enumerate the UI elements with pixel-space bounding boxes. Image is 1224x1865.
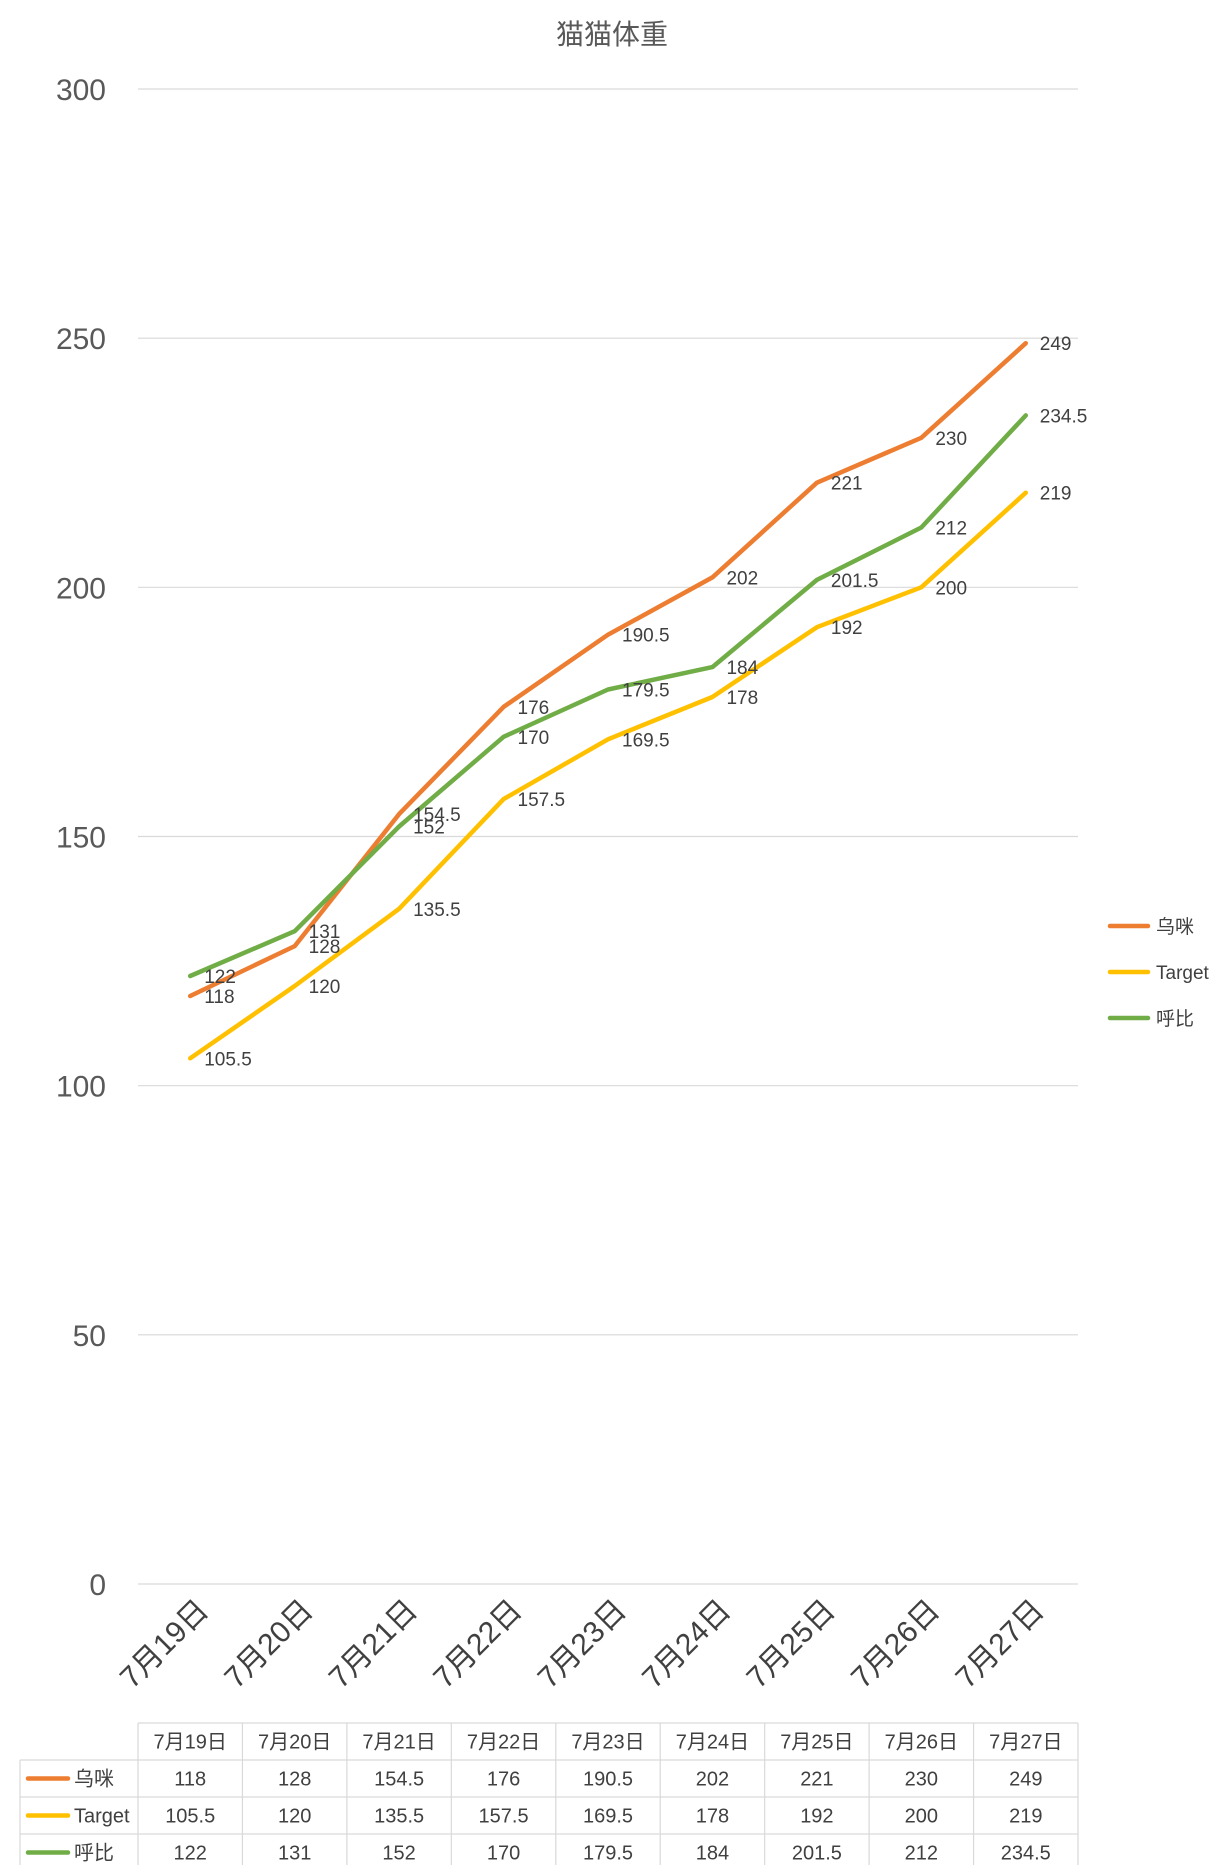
table-cell: 200 xyxy=(905,1806,938,1828)
data-label: 157.5 xyxy=(518,790,566,811)
table-cell: 184 xyxy=(696,1843,729,1865)
table-cell: 202 xyxy=(696,1769,729,1791)
data-label: 221 xyxy=(831,474,863,495)
data-label: 200 xyxy=(935,578,967,599)
data-label: 219 xyxy=(1040,484,1072,505)
table-cell: 105.5 xyxy=(165,1806,215,1828)
table-header-cell: 7月27日 xyxy=(989,1732,1062,1754)
table-cell: 192 xyxy=(800,1806,833,1828)
table-cell: 179.5 xyxy=(583,1843,633,1865)
data-label: 118 xyxy=(204,987,234,1008)
table-cell: 169.5 xyxy=(583,1806,633,1828)
x-tick-label: 7月22日 xyxy=(427,1594,528,1695)
table-cell: 157.5 xyxy=(479,1806,529,1828)
data-label: 154.5 xyxy=(413,805,461,826)
y-tick-label: 0 xyxy=(89,1569,106,1602)
data-label: 192 xyxy=(831,618,863,639)
table-cell: 201.5 xyxy=(792,1843,842,1865)
gridlines xyxy=(138,88,1078,1585)
x-tick-label: 7月19日 xyxy=(114,1594,215,1695)
x-tick-label: 7月23日 xyxy=(532,1594,633,1695)
data-label: 202 xyxy=(726,568,758,589)
legend-label: 呼比 xyxy=(1156,1008,1194,1030)
x-tick-label: 7月21日 xyxy=(323,1594,424,1695)
chart-title: 猫猫体重 xyxy=(556,19,668,50)
y-tick-label: 100 xyxy=(56,1071,106,1104)
table-header-cell: 7月26日 xyxy=(885,1732,958,1754)
table-series-name: 呼比 xyxy=(74,1842,114,1865)
y-axis-tick-labels: 0 50 100 150 200 250 300 xyxy=(56,74,106,1602)
x-tick-label: 7月25日 xyxy=(741,1594,842,1695)
table-header-cell: 7月21日 xyxy=(362,1732,435,1754)
x-tick-label: 7月20日 xyxy=(218,1594,319,1695)
y-tick-label: 50 xyxy=(73,1320,106,1353)
table-header-cell: 7月25日 xyxy=(780,1732,853,1754)
table-cell: 219 xyxy=(1009,1806,1042,1828)
data-label: 169.5 xyxy=(622,730,670,751)
table-cell: 176 xyxy=(487,1769,520,1791)
legend: 乌咪 Target 呼比 xyxy=(1107,916,1210,1030)
table-cell: 131 xyxy=(278,1843,311,1865)
table-cell: 234.5 xyxy=(1001,1843,1051,1865)
data-table: 7月19日 7月20日 7月21日 7月22日 7月23日 7月24日 7月25日 7月26日… xyxy=(19,1722,1079,1865)
table-series-name: Target xyxy=(74,1806,130,1828)
table-cell: 154.5 xyxy=(374,1769,424,1791)
table-series-name: 乌咪 xyxy=(74,1768,114,1791)
series-line xyxy=(187,490,1029,1061)
data-label: 135.5 xyxy=(413,900,461,921)
table-cell: 120 xyxy=(278,1806,311,1828)
table-cell: 230 xyxy=(905,1769,938,1791)
series-lines xyxy=(187,340,1029,1061)
data-label: 190.5 xyxy=(622,626,670,647)
table-cell: 178 xyxy=(696,1806,729,1828)
table-cell: 152 xyxy=(382,1843,415,1865)
y-tick-label: 200 xyxy=(56,572,106,605)
table-cell: 170 xyxy=(487,1843,520,1865)
data-label: 212 xyxy=(935,519,967,540)
data-label: 170 xyxy=(518,728,550,749)
table-cell: 122 xyxy=(174,1843,207,1865)
x-tick-label: 7月24日 xyxy=(636,1594,737,1695)
x-tick-label: 7月26日 xyxy=(845,1594,946,1695)
series-line xyxy=(187,340,1029,999)
series-line xyxy=(187,413,1029,979)
table-header-cell: 7月20日 xyxy=(258,1732,331,1754)
legend-label: Target xyxy=(1156,963,1210,984)
data-label: 122 xyxy=(204,967,236,988)
data-label: 234.5 xyxy=(1040,406,1088,427)
data-label: 249 xyxy=(1040,334,1072,355)
data-label: 131 xyxy=(309,922,341,943)
data-label: 105.5 xyxy=(204,1049,252,1070)
data-label: 184 xyxy=(726,658,758,679)
table-header-cell: 7月24日 xyxy=(676,1732,749,1754)
y-tick-label: 150 xyxy=(56,822,106,855)
data-label: 201.5 xyxy=(831,571,879,592)
table-cell: 118 xyxy=(174,1769,206,1791)
legend-label: 乌咪 xyxy=(1156,916,1194,938)
table-cell: 135.5 xyxy=(374,1806,424,1828)
data-label: 176 xyxy=(518,698,550,719)
x-axis-tick-labels: 7月19日 7月20日 7月21日 7月22日 7月23日 7月24日 7月25日 7月26日… xyxy=(114,1594,1051,1695)
data-label: 152 xyxy=(413,818,445,839)
data-labels: 118 128 154.5 176 190.5 202 221 230 249 105.5 120 1… xyxy=(204,334,1087,1070)
table-header-cell: 7月23日 xyxy=(571,1732,644,1754)
data-label: 178 xyxy=(726,688,758,709)
table-cell: 221 xyxy=(800,1769,833,1791)
table-cell: 212 xyxy=(905,1843,938,1865)
data-label: 128 xyxy=(309,937,341,958)
data-label: 179.5 xyxy=(622,680,670,701)
y-tick-label: 250 xyxy=(56,323,106,356)
y-tick-label: 300 xyxy=(56,74,106,107)
table-cell: 128 xyxy=(278,1769,311,1791)
x-tick-label: 7月27日 xyxy=(950,1594,1051,1695)
table-header-cell: 7月22日 xyxy=(467,1732,540,1754)
data-label: 120 xyxy=(309,977,341,998)
table-cell: 249 xyxy=(1009,1769,1042,1791)
table-cell: 190.5 xyxy=(583,1769,633,1791)
data-label: 230 xyxy=(935,429,967,450)
table-header-cell: 7月19日 xyxy=(154,1732,227,1754)
